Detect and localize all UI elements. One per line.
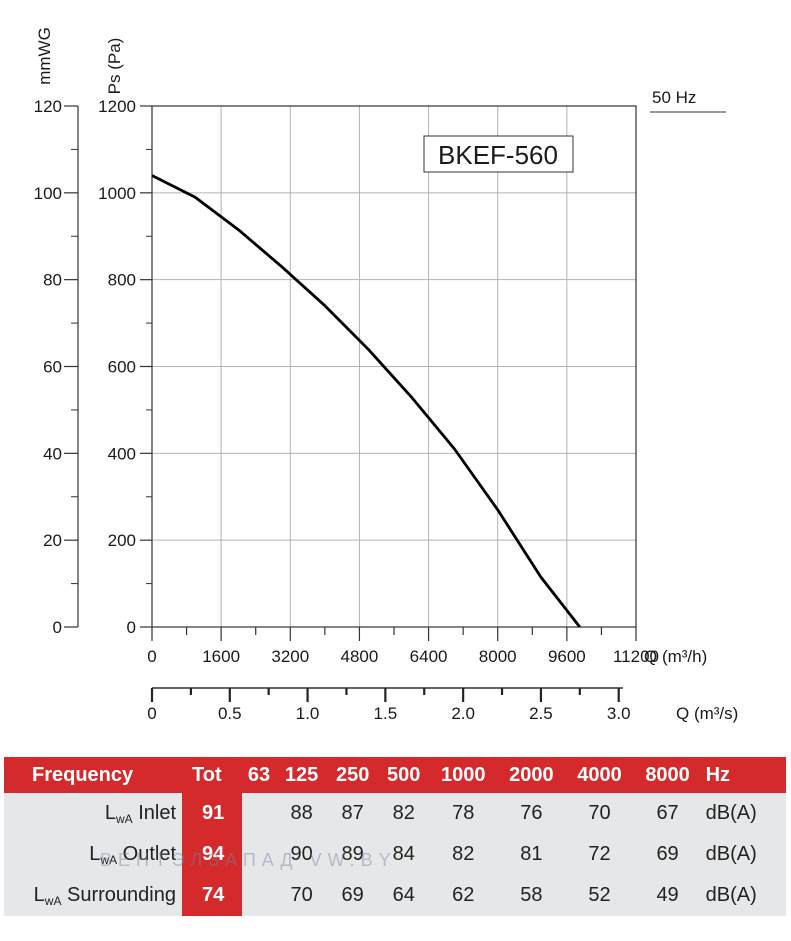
ps-tick-label: 200 (108, 531, 136, 550)
row-label-symbol: L (89, 842, 101, 865)
mmwg-tick-label: 100 (34, 184, 62, 203)
x-tick-label: 11200 (613, 647, 659, 666)
header-500: 500 (378, 757, 430, 793)
row-value: 67 (656, 802, 679, 824)
header-8000: 8000 (633, 757, 702, 793)
row-value: 72 (588, 843, 611, 865)
row-label-subscript: wA (115, 811, 133, 826)
mmwg-tick-label: 120 (34, 97, 62, 116)
header-2000: 2000 (497, 757, 566, 793)
x-tick-label: 1600 (202, 647, 240, 666)
x2-axis-label: Q (m³/s) (676, 704, 738, 723)
mmwg-tick-label: 0 (53, 618, 62, 637)
row-unit: dB(A) (705, 843, 757, 865)
x2-tick-label: 1.0 (296, 704, 320, 723)
fan-curve-line (151, 174, 581, 628)
header-tot: Tot (182, 757, 242, 793)
mmwg-tick-label: 60 (43, 358, 62, 377)
x-axis-label: Q (m³/h) (644, 647, 707, 666)
row-value (242, 793, 276, 834)
header-4000: 4000 (565, 757, 634, 793)
row-value: 52 (588, 884, 611, 906)
row-label-name: Surrounding (61, 883, 176, 906)
noise-table-row: LwA Outlet 94 90 89 84 82 81 72 69 dB(A) (4, 834, 786, 875)
row-total: 74 (182, 875, 242, 916)
noise-table: Frequency Tot 63 125 250 500 1000 2000 4… (4, 757, 786, 916)
x2-tick-label: 0 (147, 704, 156, 723)
x-tick-label: 4800 (341, 647, 379, 666)
row-label-subscript: wA (44, 893, 62, 908)
row-value: 69 (656, 843, 679, 865)
noise-table-row: LwA Inlet 91 88 87 82 78 76 70 67 dB(A) (4, 793, 786, 834)
mmwg-tick-label: 20 (43, 531, 62, 550)
chart-title: BKEF-560 (438, 140, 558, 170)
row-value: 81 (520, 843, 543, 865)
x-tick-label: 6400 (410, 647, 448, 666)
row-total: 91 (182, 793, 242, 834)
row-total: 94 (182, 834, 242, 875)
title-box (423, 135, 574, 173)
row-label-name: Outlet (117, 842, 176, 865)
row-value: 88 (290, 802, 313, 824)
row-label-symbol: L (33, 883, 45, 906)
row-label: LwA Surrounding (4, 875, 182, 916)
ps-tick-label: 800 (108, 271, 136, 290)
row-unit: dB(A) (705, 802, 757, 824)
row-value: 90 (290, 843, 313, 865)
noise-table-row: LwA Surrounding 74 70 69 64 62 58 52 49 dB(A) (4, 875, 786, 916)
mmwg-tick-label: 80 (43, 271, 62, 290)
header-125: 125 (276, 757, 328, 793)
row-value: 70 (290, 884, 313, 906)
row-unit: dB(A) (705, 884, 757, 906)
row-value: 49 (656, 884, 679, 906)
mmwg-tick-label: 40 (43, 444, 62, 463)
header-hz: Hz (701, 757, 786, 793)
ps-tick-label: 400 (108, 444, 136, 463)
row-value: 84 (392, 843, 415, 865)
header-250: 250 (327, 757, 379, 793)
noise-table-header: Frequency Tot 63 125 250 500 1000 2000 4… (4, 757, 786, 793)
row-value: 82 (452, 843, 475, 865)
ps-axis-label: Ps (Pa) (105, 38, 124, 95)
row-label-name: Inlet (132, 801, 176, 824)
row-value: 58 (520, 884, 543, 906)
row-value: 82 (392, 802, 415, 824)
x-tick-label: 8000 (479, 647, 517, 666)
row-label-subscript: wA (100, 852, 118, 867)
x-tick-label: 3200 (271, 647, 309, 666)
ps-tick-label: 1000 (98, 184, 136, 203)
ps-tick-label: 600 (108, 358, 136, 377)
x2-tick-label: 1.5 (374, 704, 398, 723)
ps-tick-label: 0 (127, 618, 136, 637)
header-1000: 1000 (429, 757, 498, 793)
row-label: LwA Outlet (4, 834, 182, 875)
row-value: 78 (452, 802, 475, 824)
x-tick-label: 9600 (548, 647, 586, 666)
row-value: 62 (452, 884, 475, 906)
mmwg-axis-label: mmWG (35, 27, 54, 85)
header-63: 63 (242, 757, 277, 793)
x-tick-label: 0 (147, 647, 156, 666)
row-value: 64 (392, 884, 415, 906)
x2-tick-label: 2.0 (451, 704, 475, 723)
row-label: LwA Inlet (4, 793, 182, 834)
row-value: 87 (341, 802, 364, 824)
x2-tick-label: 0.5 (218, 704, 242, 723)
watermark: ВЕНТЭЛЗАПАД VW.BY (100, 850, 397, 870)
row-value: 76 (520, 802, 543, 824)
x2-tick-label: 3.0 (607, 704, 631, 723)
header-frequency: Frequency (4, 757, 182, 793)
row-value: 70 (588, 802, 611, 824)
row-value: 69 (341, 884, 364, 906)
frequency-label: 50 Hz (652, 88, 696, 107)
row-value (242, 875, 276, 916)
row-value: 89 (341, 843, 364, 865)
row-label-symbol: L (104, 801, 116, 824)
x2-tick-label: 2.5 (529, 704, 553, 723)
ps-tick-label: 1200 (98, 97, 136, 116)
